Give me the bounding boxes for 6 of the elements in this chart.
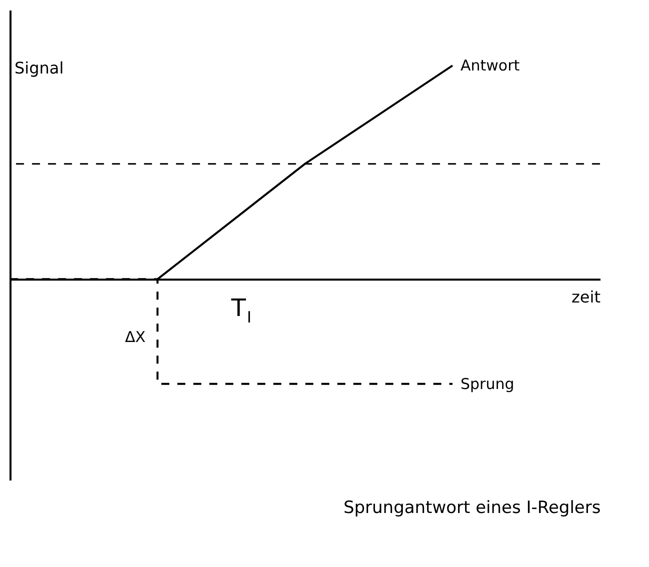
series-label: Sprung bbox=[460, 374, 514, 393]
series-label: Antwort bbox=[460, 56, 520, 75]
text: Sprungantwort eines I-Reglers bbox=[343, 498, 601, 518]
annotation: ΔX bbox=[125, 328, 146, 346]
x-axis-title: zeit bbox=[572, 288, 600, 307]
y-axis-title: Signal bbox=[14, 58, 64, 78]
